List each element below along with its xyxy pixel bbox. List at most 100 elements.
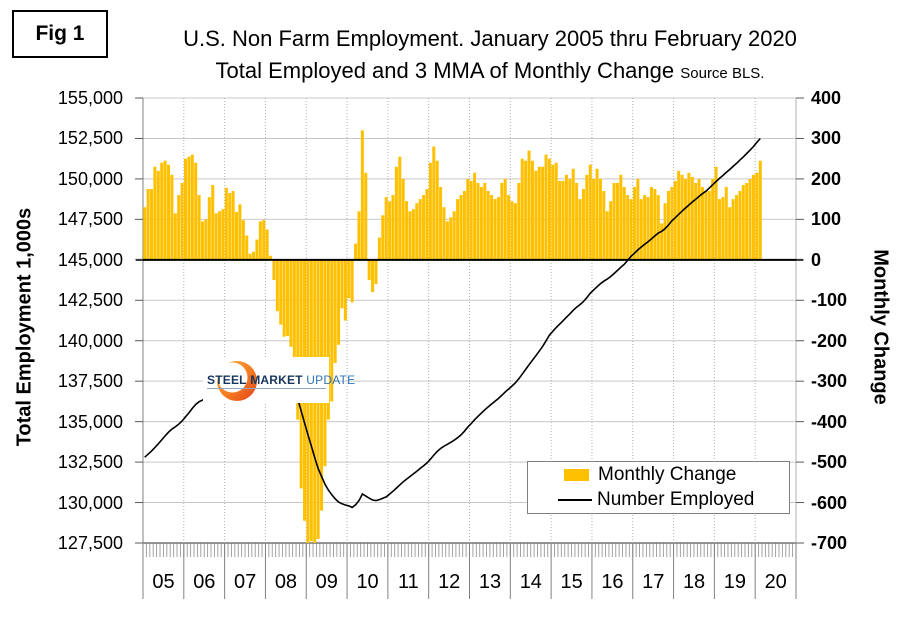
bar-monthly-change xyxy=(479,187,483,260)
legend-swatch-number-employed xyxy=(558,499,592,501)
bar-monthly-change xyxy=(248,253,252,260)
bar-monthly-change xyxy=(252,251,256,260)
bar-monthly-change xyxy=(194,162,198,260)
bar-monthly-change xyxy=(687,172,691,260)
right-axis-title: Monthly Change xyxy=(869,249,892,405)
bar-monthly-change xyxy=(197,195,201,260)
bar-monthly-change xyxy=(483,182,487,260)
bar-monthly-change xyxy=(636,178,640,260)
bar-monthly-change xyxy=(231,191,235,260)
bar-monthly-change xyxy=(184,158,188,260)
bar-monthly-change xyxy=(639,199,643,260)
bar-monthly-change xyxy=(486,191,490,260)
bar-monthly-change xyxy=(326,259,330,420)
chart-source-note: Source BLS. xyxy=(680,65,765,82)
fig-label: Fig 1 xyxy=(12,10,108,58)
watermark-crescent-icon xyxy=(217,361,257,401)
bar-monthly-change xyxy=(632,187,636,260)
bar-monthly-change xyxy=(167,164,171,260)
bar-monthly-change xyxy=(558,180,562,260)
bar-monthly-change xyxy=(143,207,147,260)
bar-monthly-change xyxy=(520,158,524,260)
bar-monthly-change xyxy=(435,160,439,260)
bar-monthly-change xyxy=(357,211,361,260)
bar-monthly-change xyxy=(663,203,667,260)
bar-monthly-change xyxy=(690,176,694,260)
bar-monthly-change xyxy=(442,207,446,260)
bar-monthly-change xyxy=(388,201,392,260)
bar-monthly-change xyxy=(646,197,650,260)
bar-monthly-change xyxy=(751,174,755,260)
bar-monthly-change xyxy=(649,187,653,260)
bar-monthly-change xyxy=(741,184,745,260)
bar-monthly-change xyxy=(269,255,273,260)
bar-monthly-change xyxy=(585,174,589,260)
bar-monthly-change xyxy=(602,191,606,260)
bar-monthly-change xyxy=(717,199,721,260)
bar-monthly-change xyxy=(428,162,432,260)
bar-monthly-change xyxy=(279,259,283,325)
bar-monthly-change xyxy=(343,259,347,321)
bar-monthly-change xyxy=(394,166,398,260)
bar-monthly-change xyxy=(337,259,341,345)
bar-monthly-change xyxy=(714,166,718,260)
bar-monthly-change xyxy=(201,221,205,260)
bar-monthly-change xyxy=(374,259,378,285)
bar-monthly-change xyxy=(609,201,613,260)
bar-monthly-change xyxy=(289,259,293,347)
bar-monthly-change xyxy=(578,199,582,260)
legend-item-monthly-change: Monthly Change xyxy=(528,464,789,486)
bar-monthly-change xyxy=(418,199,422,260)
watermark-text: STEEL MARKET UPDATE xyxy=(207,373,355,387)
bar-monthly-change xyxy=(160,162,164,260)
bar-monthly-change xyxy=(275,259,279,312)
bar-monthly-change xyxy=(187,156,191,260)
bar-monthly-change xyxy=(724,187,728,260)
bar-monthly-change xyxy=(449,217,453,260)
bar-monthly-change xyxy=(354,243,358,260)
bar-monthly-change xyxy=(598,178,602,260)
bar-monthly-change xyxy=(238,204,242,260)
bar-monthly-change xyxy=(673,180,677,260)
legend-item-number-employed: Number Employed xyxy=(528,489,789,511)
bar-monthly-change xyxy=(340,259,344,309)
bar-monthly-change xyxy=(564,174,568,260)
bar-monthly-change xyxy=(146,189,150,260)
bar-monthly-change xyxy=(214,213,218,260)
bar-monthly-change xyxy=(493,199,497,260)
legend-label-number-employed: Number Employed xyxy=(597,489,755,510)
bar-monthly-change xyxy=(547,158,551,260)
bar-monthly-change xyxy=(462,191,466,260)
bar-monthly-change xyxy=(503,178,507,260)
bar-monthly-change xyxy=(360,130,364,260)
bar-monthly-change xyxy=(643,195,647,260)
bar-monthly-change xyxy=(527,150,531,260)
bar-monthly-change xyxy=(554,162,558,260)
bar-monthly-change xyxy=(296,259,300,420)
chart-title: U.S. Non Farm Employment. January 2005 t… xyxy=(183,26,797,51)
bar-monthly-change xyxy=(466,178,470,260)
bar-monthly-change xyxy=(432,146,436,260)
bar-monthly-change xyxy=(391,195,395,260)
bar-monthly-change xyxy=(265,229,269,260)
bar-monthly-change xyxy=(170,174,174,260)
bar-monthly-change xyxy=(163,160,167,260)
bar-monthly-change xyxy=(473,172,477,260)
bar-monthly-change xyxy=(367,259,371,281)
bar-monthly-change xyxy=(405,201,409,260)
bar-monthly-change xyxy=(272,259,276,281)
bar-monthly-change xyxy=(615,182,619,260)
bar-monthly-change xyxy=(262,220,266,260)
bar-monthly-change xyxy=(286,259,290,336)
bar-monthly-change xyxy=(347,259,351,299)
bar-monthly-change xyxy=(153,166,157,260)
left-axis-title: Total Employment 1,000s xyxy=(13,207,36,447)
bar-monthly-change xyxy=(371,259,375,293)
bar-monthly-change xyxy=(544,154,548,260)
bar-monthly-change xyxy=(282,259,286,337)
bar-monthly-change xyxy=(469,180,473,260)
bar-monthly-change xyxy=(551,164,555,260)
bar-monthly-change xyxy=(745,182,749,260)
bar-monthly-change xyxy=(530,160,534,260)
